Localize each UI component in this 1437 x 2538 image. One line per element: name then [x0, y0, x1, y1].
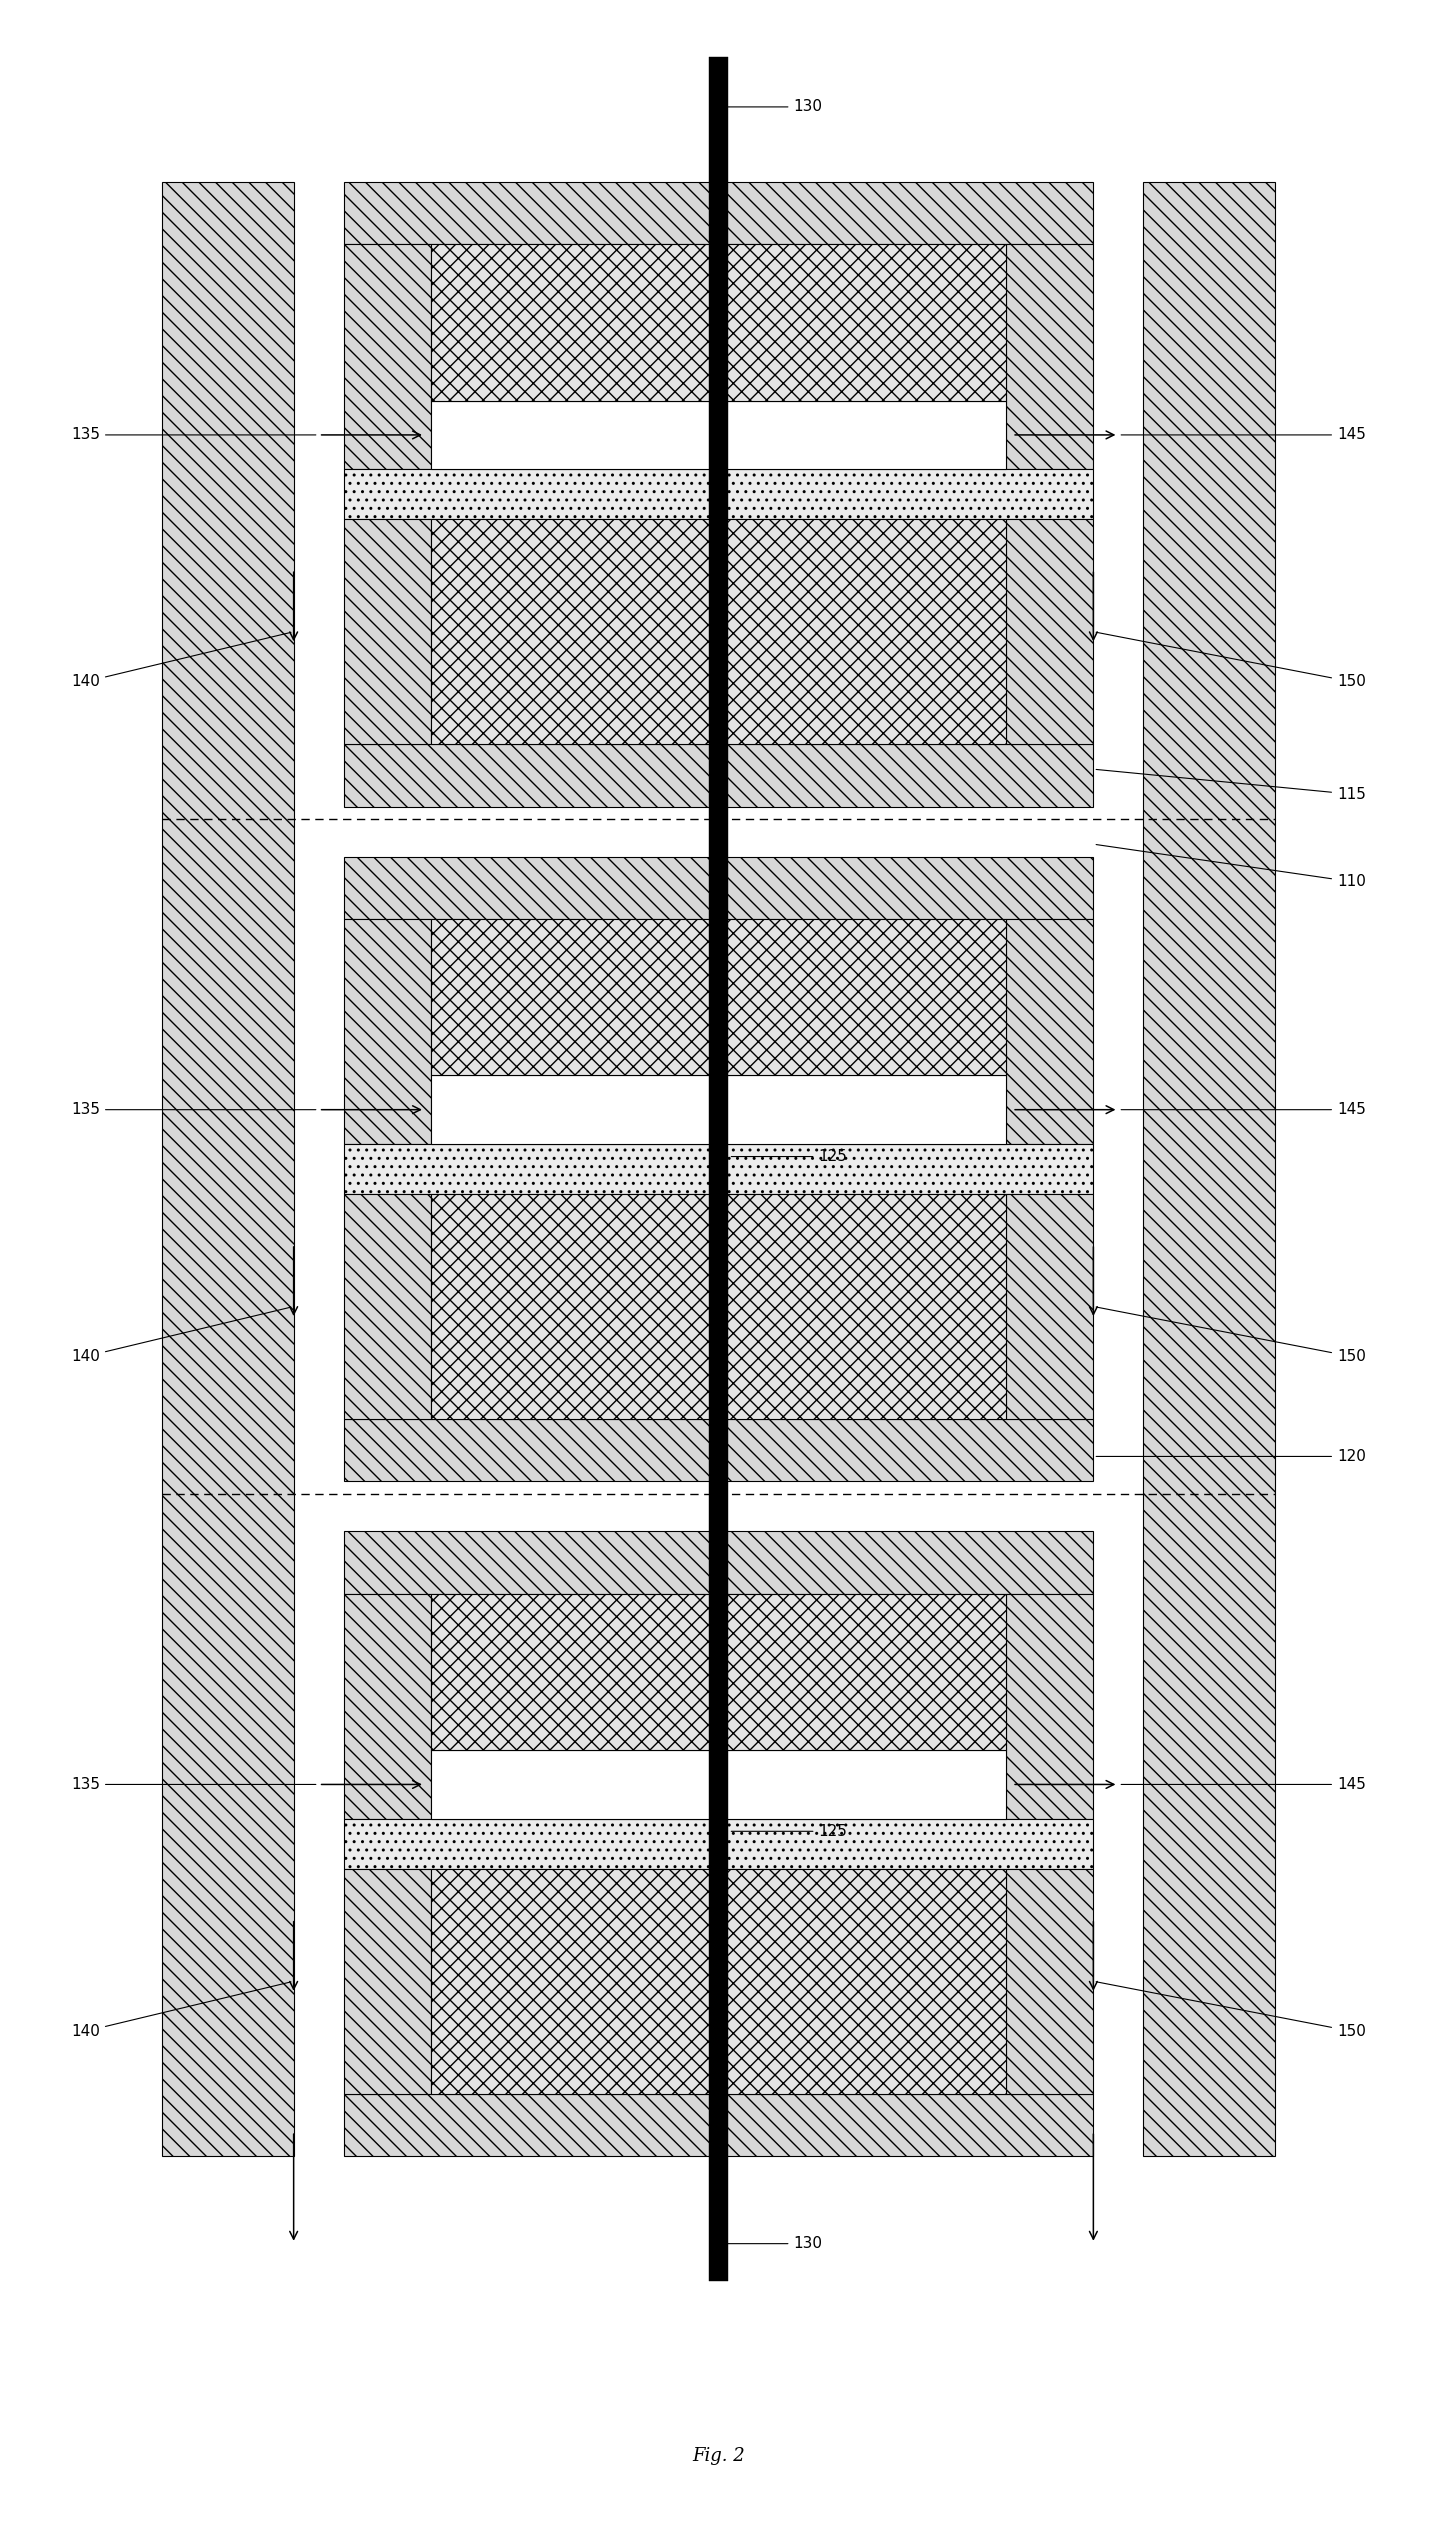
Text: 120: 120 — [1096, 1449, 1367, 1464]
Text: 135: 135 — [70, 1777, 316, 1792]
Bar — [431, 401, 1006, 470]
Text: 145: 145 — [1121, 1101, 1367, 1117]
Bar — [1006, 520, 1094, 744]
Bar — [343, 1530, 1094, 1594]
Bar — [343, 244, 431, 470]
Bar — [162, 183, 293, 2157]
Bar — [431, 1076, 1006, 1145]
Text: 150: 150 — [1096, 1982, 1367, 2038]
Text: 130: 130 — [721, 99, 822, 114]
Bar — [431, 244, 1006, 401]
Text: 145: 145 — [1121, 1777, 1367, 1792]
Bar — [431, 919, 1006, 1076]
Bar — [708, 2157, 729, 2282]
Text: 115: 115 — [1096, 769, 1367, 802]
Bar — [1006, 244, 1094, 470]
Text: 145: 145 — [1121, 426, 1367, 442]
Bar — [431, 1594, 1006, 1751]
Bar — [708, 183, 729, 2157]
Bar — [343, 1419, 1094, 1482]
Text: 140: 140 — [70, 632, 290, 690]
Bar — [343, 1145, 1094, 1193]
Bar — [431, 520, 1006, 744]
Bar — [1006, 1193, 1094, 1419]
Bar — [343, 1868, 431, 2094]
Text: 150: 150 — [1096, 632, 1367, 690]
Bar — [343, 470, 1094, 520]
Text: 140: 140 — [70, 1982, 290, 2038]
Text: 130: 130 — [721, 2236, 822, 2251]
Bar — [343, 858, 1094, 919]
Text: 125: 125 — [731, 1150, 848, 1165]
Bar — [431, 1868, 1006, 2094]
Text: 150: 150 — [1096, 1307, 1367, 1363]
Text: Fig. 2: Fig. 2 — [693, 2447, 744, 2464]
Bar — [431, 1751, 1006, 1820]
Bar — [1144, 183, 1275, 2157]
Text: 135: 135 — [70, 1101, 316, 1117]
Text: 135: 135 — [70, 426, 316, 442]
Text: 110: 110 — [1096, 845, 1367, 888]
Bar — [708, 56, 729, 183]
Bar — [343, 1193, 431, 1419]
Bar — [431, 1193, 1006, 1419]
Bar — [1006, 919, 1094, 1145]
Bar — [343, 744, 1094, 807]
Bar — [1006, 1868, 1094, 2094]
Bar — [343, 1820, 1094, 1868]
Text: 125: 125 — [731, 1825, 848, 1840]
Bar — [343, 1594, 431, 1820]
Text: 140: 140 — [70, 1307, 290, 1363]
Bar — [343, 183, 1094, 244]
Bar — [1006, 1594, 1094, 1820]
Bar — [343, 2094, 1094, 2157]
Bar — [343, 520, 431, 744]
Bar — [343, 919, 431, 1145]
